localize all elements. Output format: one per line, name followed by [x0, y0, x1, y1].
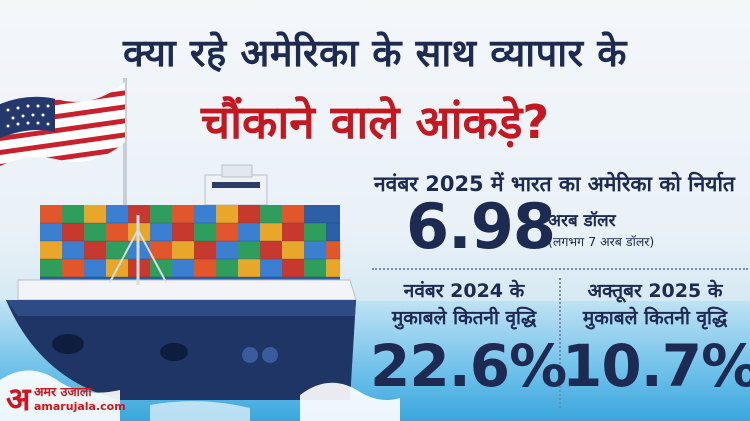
divider-vertical [559, 278, 561, 408]
divider-horizontal [372, 268, 748, 270]
growth-left-label-line1: नवंबर 2024 के [403, 280, 525, 302]
export-value: 6.98 [406, 190, 556, 263]
growth-left-label-line2: मुकाबले कितनी वृद्धि [391, 307, 537, 329]
growth-left-label: नवंबर 2024 के मुकाबले कितनी वृद्धि [370, 278, 558, 332]
export-approx: (लगभग 7 अरब डॉलर) [548, 234, 655, 249]
flag-pole [123, 78, 127, 288]
growth-right-value: 10.7% [562, 332, 750, 400]
cargo-ship-icon [6, 164, 357, 400]
growth-left-value: 22.6% [370, 332, 567, 400]
amar-ujala-logo[interactable]: अ अमर उजाला amarujala.com [6, 380, 128, 418]
headline-line1: क्या रहे अमेरिका के साथ व्यापार के [122, 31, 627, 75]
export-unit: अरब डॉलर [548, 211, 616, 231]
growth-right-label-line2: मुकाबले कितनी वृद्धि [582, 307, 728, 329]
waves [0, 370, 400, 421]
growth-right-label-line1: अक्तूबर 2025 के [587, 280, 723, 302]
growth-right-label: अक्तूबर 2025 के मुकाबले कितनी वृद्धि [562, 278, 748, 332]
headline-line2: चौंकाने वाले आंकड़े? [200, 95, 550, 149]
logo-name: अमर उजाला [34, 384, 92, 399]
export-label: नवंबर 2025 में भारत का अमेरिका को निर्या… [374, 172, 735, 196]
logo-url: amarujala.com [34, 400, 126, 413]
logo-mark: अ [6, 380, 31, 418]
